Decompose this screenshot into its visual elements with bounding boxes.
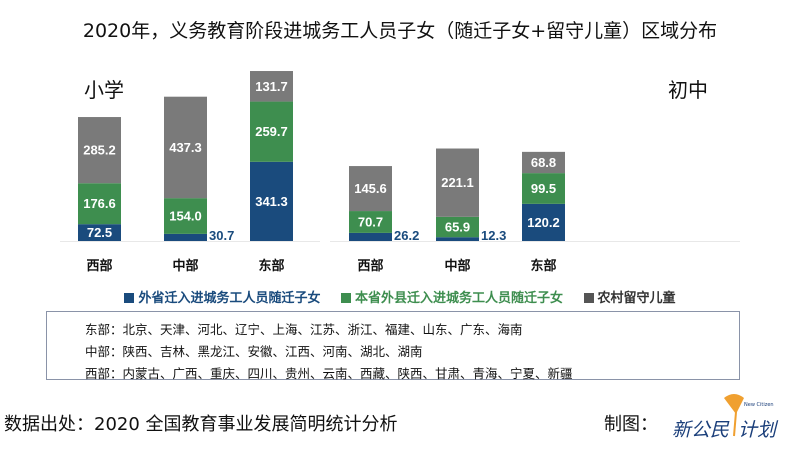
data-label: 68.8 xyxy=(531,155,556,170)
legend-label: 本省外县迁入进城务工人员随迁子女 xyxy=(354,291,563,306)
data-label: 131.7 xyxy=(255,79,288,94)
data-label: 26.2 xyxy=(394,228,419,243)
bar-segment xyxy=(78,224,121,241)
data-label: 154.0 xyxy=(169,209,202,224)
legend-item: 农村留守儿童 xyxy=(583,291,676,306)
stacked-bar-chart: 72.5 176.6 285.2 西部 30.7 154.0 437.3 中部 341.3 259… xyxy=(60,71,740,274)
legend-swatch xyxy=(583,293,594,303)
bar-segment xyxy=(78,117,121,184)
region-west: 西部：内蒙古、广西、重庆、四川、贵州、云南、西藏、陕西、甘肃、青海、宁夏、新疆 xyxy=(85,366,573,381)
bar-segment xyxy=(522,151,565,174)
svg-text:New Citizen: New Citizen xyxy=(744,402,774,408)
bar-segment xyxy=(349,166,392,212)
data-label: 65.9 xyxy=(445,220,470,235)
legend: 外省迁入进城务工人员随迁子女 本省外县迁入进城务工人员随迁子女 农村留守儿童 xyxy=(0,287,800,306)
bar-segment xyxy=(250,161,293,241)
bar-segment xyxy=(522,203,565,241)
region-definitions: 东部：北京、天津、河北、辽宁、上海、江苏、浙江、福建、山东、广东、海南 中部：陕… xyxy=(46,311,740,381)
bar-segment xyxy=(250,101,293,162)
svg-text:计划: 计划 xyxy=(738,419,779,441)
legend-label: 外省迁入进城务工人员随迁子女 xyxy=(138,291,321,306)
bar-segment xyxy=(164,96,207,199)
region-east: 东部：北京、天津、河北、辽宁、上海、江苏、浙江、福建、山东、广东、海南 xyxy=(85,322,523,337)
bar-segment xyxy=(436,237,479,241)
region-central: 中部：陕西、吉林、黑龙江、安徽、江西、河南、湖北、湖南 xyxy=(85,344,423,359)
bar-segment xyxy=(78,183,121,225)
svg-text:新公民: 新公民 xyxy=(672,419,730,441)
panel-title-middle: 初中 xyxy=(668,78,708,102)
credit-label: 制图： xyxy=(604,414,658,435)
legend-item: 外省迁入进城务工人员随迁子女 xyxy=(124,291,320,306)
data-label: 221.1 xyxy=(441,175,474,190)
category-label: 中部 xyxy=(444,258,470,274)
bar-segment xyxy=(436,148,479,217)
bar-segment xyxy=(349,211,392,233)
legend-label: 农村留守儿童 xyxy=(597,291,676,306)
bar-segment xyxy=(522,173,565,204)
bar-segment xyxy=(436,216,479,238)
data-label: 437.3 xyxy=(169,140,202,155)
category-label: 中部 xyxy=(172,258,198,274)
category-label: 东部 xyxy=(530,258,556,274)
bar-segment xyxy=(349,232,392,241)
data-label: 70.7 xyxy=(358,214,383,229)
data-label: 30.7 xyxy=(209,228,234,243)
data-source: 数据出处：2020 全国教育事业发展简明统计分析 xyxy=(4,414,398,435)
data-label: 259.7 xyxy=(255,124,288,139)
category-label: 西部 xyxy=(357,258,383,274)
data-label: 72.5 xyxy=(87,225,112,240)
data-label: 120.2 xyxy=(527,215,560,230)
data-label: 12.3 xyxy=(481,228,506,243)
logo: New Citizen 新公民 计划 xyxy=(672,394,779,441)
panel-title-primary: 小学 xyxy=(84,78,124,102)
bar-segment xyxy=(164,198,207,234)
data-label: 99.5 xyxy=(531,181,556,196)
data-label: 341.3 xyxy=(255,194,288,209)
data-label: 145.6 xyxy=(354,181,387,196)
category-label: 东部 xyxy=(258,258,284,274)
category-label: 西部 xyxy=(86,258,112,274)
bar-segment xyxy=(164,233,207,241)
data-label: 285.2 xyxy=(83,143,116,158)
bar-segment xyxy=(250,71,293,102)
chart-title: 2020年，义务教育阶段进城务工人员子女（随迁子女+留守儿童）区域分布 xyxy=(82,20,718,42)
legend-swatch xyxy=(124,293,135,303)
data-label: 176.6 xyxy=(83,196,116,211)
legend-item: 本省外县迁入进城务工人员随迁子女 xyxy=(340,291,563,306)
legend-swatch xyxy=(340,293,351,303)
